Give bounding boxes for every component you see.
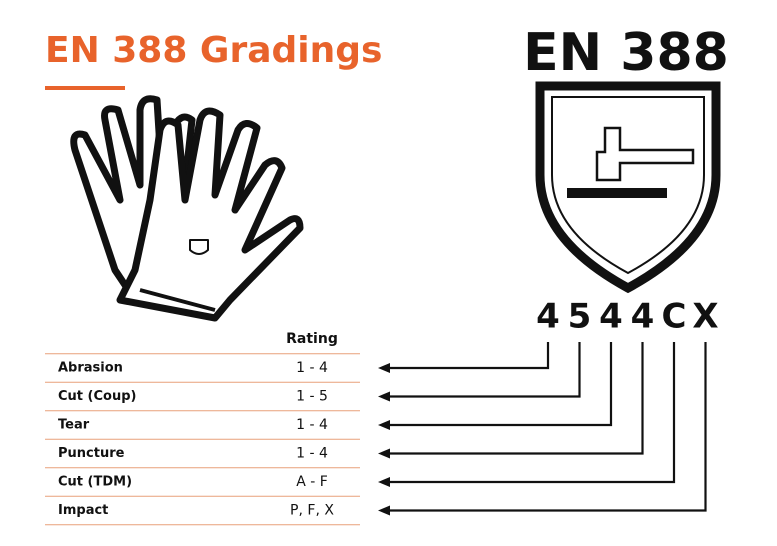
title: EN 388 Gradings bbox=[45, 30, 382, 71]
row-rating: 1 - 4 bbox=[296, 360, 328, 376]
rating-header: Rating bbox=[286, 331, 338, 347]
code-letter: 4 bbox=[631, 297, 655, 337]
connector-arrow bbox=[386, 342, 550, 370]
shield bbox=[535, 81, 721, 294]
code-letter: X bbox=[692, 297, 718, 337]
gloves bbox=[70, 95, 304, 322]
arrow-head bbox=[378, 420, 390, 430]
row-label: Cut (TDM) bbox=[58, 475, 132, 490]
connector-arrow bbox=[386, 342, 644, 455]
row-label: Cut (Coup) bbox=[58, 389, 136, 404]
row-rating: 1 - 5 bbox=[296, 389, 328, 405]
title-underline bbox=[45, 86, 125, 90]
connector-arrow bbox=[386, 342, 581, 398]
row-rating: P, F, X bbox=[290, 503, 334, 519]
arrow-head bbox=[378, 477, 390, 487]
arrow-head bbox=[378, 363, 390, 373]
code-letter: C bbox=[662, 297, 687, 337]
arrow-head bbox=[378, 505, 390, 516]
row-label: Puncture bbox=[58, 446, 125, 461]
arrow-head bbox=[378, 391, 390, 402]
code-letter: 4 bbox=[599, 297, 623, 337]
row-rating: A - F bbox=[296, 474, 328, 490]
connector-arrow bbox=[386, 342, 676, 484]
row-label: Abrasion bbox=[58, 361, 123, 376]
code-letter: 5 bbox=[568, 297, 592, 337]
row-label: Impact bbox=[58, 503, 108, 518]
row-rating: 1 - 4 bbox=[296, 446, 328, 462]
connector-arrow bbox=[386, 342, 613, 427]
connector-arrow bbox=[386, 342, 707, 512]
row-label: Tear bbox=[58, 418, 90, 433]
badge-title: EN 388 bbox=[523, 23, 729, 83]
code-letter: 4 bbox=[536, 297, 560, 337]
arrow-head bbox=[378, 448, 390, 459]
row-rating: 1 - 4 bbox=[296, 417, 328, 433]
